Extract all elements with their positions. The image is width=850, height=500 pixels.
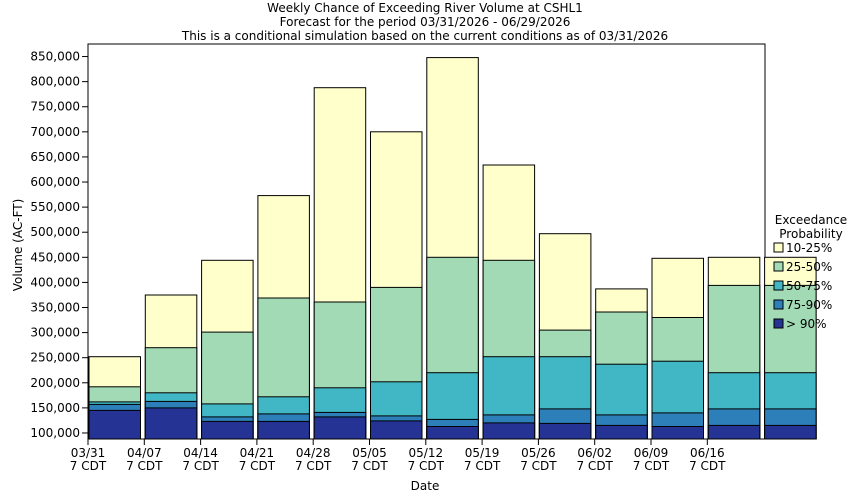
chart-title-line-2: Forecast for the period 03/31/2026 - 06/… — [280, 15, 571, 29]
legend-label-25-50: 25-50% — [786, 260, 832, 274]
y-tick-label: 100,000 — [30, 426, 80, 440]
x-tick-label-date: 04/07 — [127, 446, 162, 460]
x-tick-label-date: 05/12 — [409, 446, 444, 460]
x-tick-label-date: 06/02 — [577, 446, 612, 460]
bar-segment-gt-90-week-10 — [595, 424, 648, 440]
x-tick-label-tz: 7 CDT — [351, 459, 388, 473]
bar-stacks — [88, 57, 817, 440]
legend-swatch-gt-90 — [773, 318, 784, 329]
x-tick-label-date: 06/09 — [634, 446, 669, 460]
y-axis: 100,000 150,000 200,000 250,000 300,000 350,0… — [30, 50, 88, 440]
legend-label-gt-90: > 90% — [786, 317, 827, 331]
y-axis-title: Volume (AC-FT) — [11, 199, 25, 292]
x-axis-title: Date — [411, 479, 440, 493]
x-tick-label-tz: 7 CDT — [182, 459, 219, 473]
x-tick-label-date: 04/21 — [240, 446, 275, 460]
x-tick-label-date: 05/19 — [465, 446, 500, 460]
legend-swatch-10-25 — [773, 242, 784, 253]
bar-segment-gt-90-week-3 — [201, 420, 254, 440]
legend-title-line-2: Probability — [779, 227, 842, 241]
y-tick-label: 300,000 — [30, 326, 80, 340]
x-tick-label-tz: 7 CDT — [576, 459, 613, 473]
x-tick-label-tz: 7 CDT — [239, 459, 276, 473]
y-tick-label: 350,000 — [30, 301, 80, 315]
x-tick-label-tz: 7 CDT — [633, 459, 670, 473]
x-tick-label-tz: 7 CDT — [70, 459, 107, 473]
legend-label-75-90: 75-90% — [786, 298, 832, 312]
y-tick-label: 600,000 — [30, 175, 80, 189]
legend: Exceedance Probability 10-25% 25-50% 50-75… — [773, 213, 847, 331]
y-tick-label: 200,000 — [30, 376, 80, 390]
x-tick-label-date: 04/28 — [296, 446, 331, 460]
x-tick-label-tz: 7 CDT — [464, 459, 501, 473]
x-tick-label-date: 03/31 — [71, 446, 106, 460]
y-tick-label: 250,000 — [30, 351, 80, 365]
legend-label-50-75: 50-75% — [786, 279, 832, 293]
bar-segment-gt-90-week-5 — [313, 416, 367, 440]
bar-segment-gt-90-week-12 — [707, 424, 761, 440]
y-tick-label: 150,000 — [30, 401, 80, 415]
bar-segment-gt-90-week-6 — [370, 420, 423, 440]
x-tick-label-date: 06/16 — [690, 446, 725, 460]
y-tick-label: 500,000 — [30, 225, 80, 239]
x-tick-label-tz: 7 CDT — [126, 459, 163, 473]
bar-segment-gt-90-week-7 — [426, 426, 479, 440]
y-tick-label: 550,000 — [30, 200, 80, 214]
y-tick-label: 400,000 — [30, 275, 80, 289]
legend-swatch-25-50 — [773, 261, 784, 272]
legend-title-line-1: Exceedance — [775, 213, 847, 227]
y-tick-label: 650,000 — [30, 150, 80, 164]
x-tick-label-date: 05/26 — [521, 446, 556, 460]
bar-segment-gt-90-week-2 — [144, 407, 198, 440]
x-tick-label-date: 04/14 — [183, 446, 218, 460]
legend-swatch-50-75 — [773, 280, 784, 291]
bar-segment-gt-90-week-1 — [88, 409, 141, 440]
y-tick-label: 750,000 — [30, 100, 80, 114]
y-tick-label: 800,000 — [30, 75, 80, 89]
x-tick-label-tz: 7 CDT — [408, 459, 445, 473]
x-tick-label-tz: 7 CDT — [295, 459, 332, 473]
bar-segment-gt-90-week-9 — [538, 422, 592, 440]
legend-label-10-25: 10-25% — [786, 241, 832, 255]
legend-swatch-75-90 — [773, 299, 784, 310]
x-tick-label-date: 05/05 — [352, 446, 387, 460]
x-tick-label-tz: 7 CDT — [520, 459, 557, 473]
chart-title-line-1: Weekly Chance of Exceeding River Volume … — [267, 1, 583, 15]
bar-segment-gt-90-week-13 — [764, 424, 817, 440]
x-tick-label-tz: 7 CDT — [689, 459, 726, 473]
y-tick-label: 700,000 — [30, 125, 80, 139]
chart-title-line-3: This is a conditional simulation based o… — [181, 29, 668, 43]
chart-title: Weekly Chance of Exceeding River Volume … — [181, 1, 668, 43]
bar-segment-gt-90-week-8 — [482, 422, 536, 440]
y-tick-label: 450,000 — [30, 250, 80, 264]
y-tick-label: 850,000 — [30, 50, 80, 64]
bar-segment-gt-90-week-11 — [651, 426, 704, 440]
bar-segment-gt-90-week-4 — [257, 420, 310, 440]
